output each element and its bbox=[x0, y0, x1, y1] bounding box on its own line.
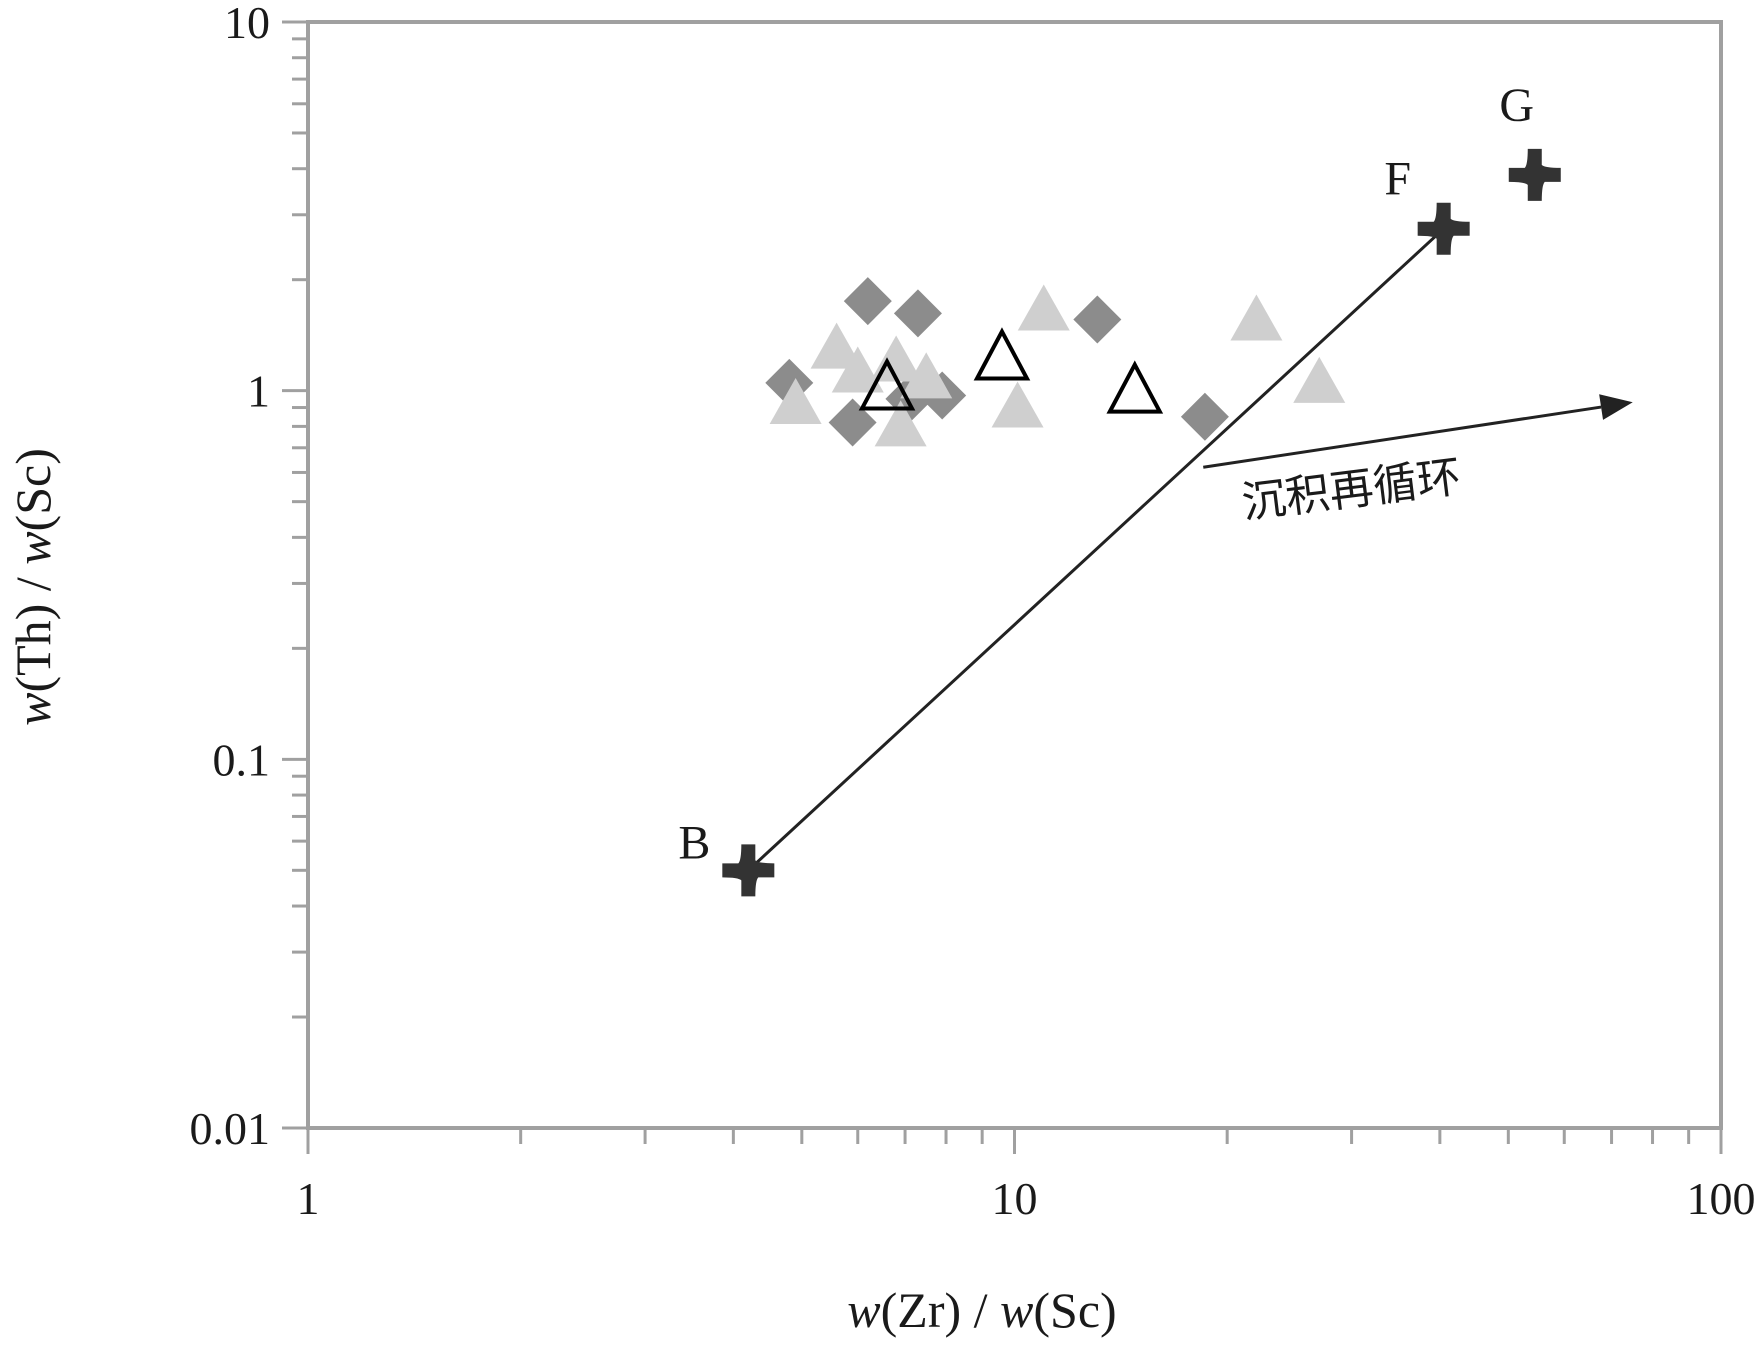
light-triangle-point bbox=[810, 322, 863, 369]
plot-frame bbox=[306, 20, 1723, 1130]
light-triangle-point bbox=[991, 381, 1044, 428]
light-triangle-point bbox=[900, 352, 953, 399]
x-tick-label: 1 bbox=[297, 1173, 320, 1224]
endmember-F-marker bbox=[1417, 202, 1470, 255]
axes bbox=[282, 20, 1723, 1154]
endmember-G-marker bbox=[1508, 148, 1561, 201]
trend-line bbox=[747, 227, 1445, 872]
diamond-point bbox=[1180, 392, 1229, 441]
y-tick-label: 0.01 bbox=[190, 1103, 271, 1154]
light-triangle-point bbox=[769, 378, 822, 425]
light-triangle-point bbox=[1230, 294, 1283, 341]
y-axis-title: w(Th) / w(Sc) bbox=[5, 448, 61, 726]
open-triangle-point bbox=[1106, 360, 1164, 414]
light-triangle-point bbox=[874, 400, 927, 447]
recycling-annotation: 沉积再循环 bbox=[1239, 451, 1464, 528]
x-axis-title: w(Zr) / w(Sc) bbox=[847, 1282, 1116, 1338]
open-triangle-point bbox=[858, 357, 916, 411]
diamond-point bbox=[828, 398, 877, 447]
x-tick-label: 100 bbox=[1687, 1173, 1756, 1224]
light-triangle-point bbox=[1293, 356, 1346, 403]
endmember-G-label: G bbox=[1499, 79, 1534, 132]
plot-text: w(Zr) / w(Sc) w(Th) / w(Sc) 沉积再循环 0.01 0.… bbox=[5, 0, 1756, 1338]
y-tick-label: 1 bbox=[247, 366, 270, 417]
endmember-B-label: B bbox=[678, 816, 710, 869]
y-tick-label: 0.1 bbox=[213, 734, 271, 785]
endmember-B-marker bbox=[722, 844, 775, 897]
light-triangle-point bbox=[1017, 284, 1070, 331]
diamond-point bbox=[1073, 295, 1122, 344]
open-triangle-point bbox=[973, 327, 1031, 381]
diamond-point bbox=[893, 289, 942, 338]
plot-marks bbox=[722, 148, 1633, 897]
x-tick-label: 10 bbox=[992, 1173, 1038, 1224]
diamond-point bbox=[843, 277, 892, 326]
recycling-arrow-shaft bbox=[1203, 405, 1602, 469]
y-tick-label: 10 bbox=[224, 0, 270, 48]
endmember-F-label: F bbox=[1384, 153, 1411, 206]
recycling-arrowhead bbox=[1599, 394, 1633, 420]
